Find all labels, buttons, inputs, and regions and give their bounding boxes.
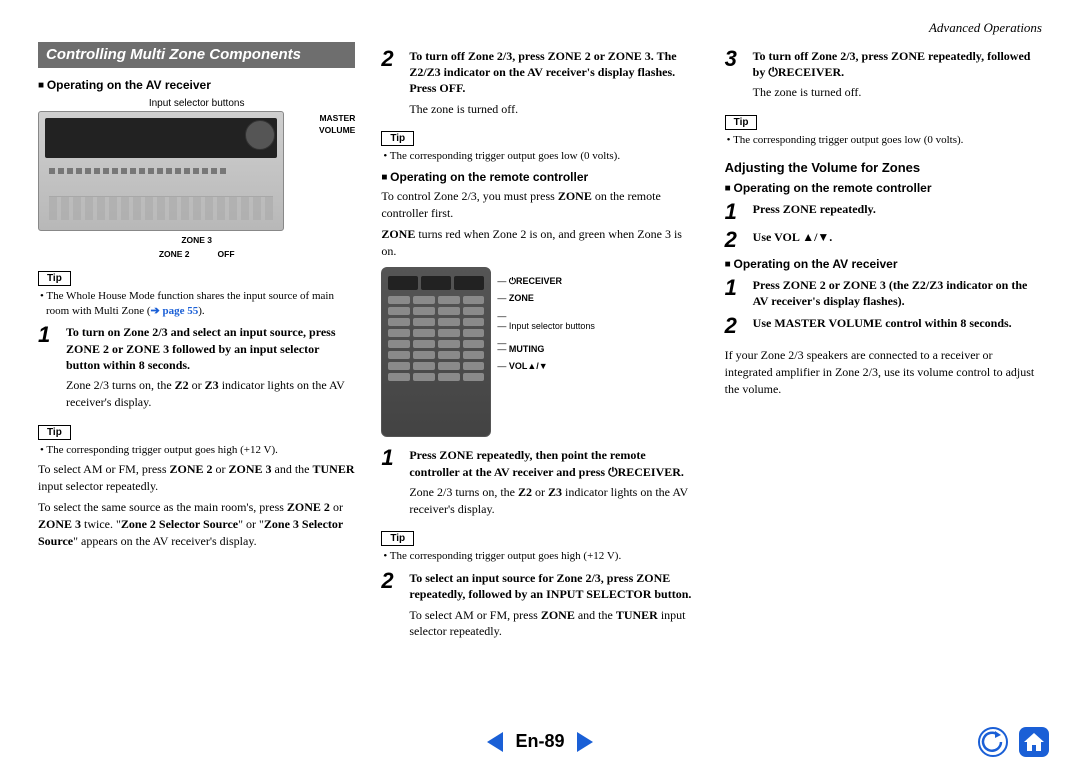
remote-intro-2: ZONE turns red when Zone 2 is on, and gr… (381, 226, 698, 260)
vol-r-step2: 2 Use VOL ▲/▼. (725, 229, 1042, 251)
home-icon[interactable] (1018, 726, 1050, 758)
rstep1-detail: Zone 2/3 turns on, the Z2 or Z3 indicato… (409, 484, 698, 518)
fig-off-label: OFF (218, 249, 235, 261)
tip-badge: Tip (38, 425, 71, 440)
rstep2-lead: To select an input source for Zone 2/3, … (409, 570, 698, 602)
remote-step3: 3 To turn off Zone 2/3, press ZONE repea… (725, 48, 1042, 105)
step1-lead: To turn on Zone 2/3 and select an input … (66, 324, 355, 373)
remote-vol-label: VOL▲/▼ (497, 358, 595, 375)
step2-off: 2 To turn off Zone 2/3, press ZONE 2 or … (381, 48, 698, 121)
tip-badge: Tip (381, 131, 414, 146)
heading-op-av-2: Operating on the AV receiver (725, 257, 1042, 271)
chapter-header: Advanced Operations (38, 20, 1042, 36)
column-1: Controlling Multi Zone Components Operat… (38, 42, 355, 648)
remote-input-label: Input selector buttons (497, 318, 595, 335)
rstep3-detail: The zone is turned off. (753, 84, 1042, 101)
heading-op-remote-2: Operating on the remote controller (725, 181, 1042, 195)
page-footer: En-89 (0, 731, 1080, 752)
tip-trigger-high: The corresponding trigger output goes hi… (38, 443, 355, 458)
column-3: 3 To turn off Zone 2/3, press ZONE repea… (725, 42, 1042, 648)
fig-zone2-label: ZONE 2 (159, 249, 190, 261)
fig-selector-label: Input selector buttons (38, 98, 355, 109)
fig-zone3-label: ZONE 3 (38, 235, 355, 247)
vol-a-step1: 1 Press ZONE 2 or ZONE 3 (the Z2/Z3 indi… (725, 277, 1042, 309)
column-2: 2 To turn off Zone 2/3, press ZONE 2 or … (381, 42, 698, 648)
tip-trigger-low: The corresponding trigger output goes lo… (381, 149, 698, 164)
heading-adjust-volume: Adjusting the Volume for Zones (725, 160, 1042, 175)
remote-muting-label: MUTING (497, 341, 595, 358)
tip-trigger-low-2: The corresponding trigger output goes lo… (725, 133, 1042, 148)
step1-detail: Zone 2/3 turns on, the Z2 or Z3 indicato… (66, 377, 355, 411)
vol-r-step1: 1 Press ZONE repeatedly. (725, 201, 1042, 223)
remote-step1: 1 Press ZONE repeatedly, then point the … (381, 447, 698, 521)
rstep3-lead: To turn off Zone 2/3, press ZONE repeate… (753, 48, 1042, 80)
heading-op-av: Operating on the AV receiver (38, 78, 355, 92)
step-number-1: 1 (725, 277, 743, 309)
step-number-1: 1 (725, 201, 743, 223)
tip-badge: Tip (38, 271, 71, 286)
remote-receiver-label: ⏻RECEIVER (497, 273, 595, 290)
remote-illustration (381, 267, 491, 437)
step-number-2: 2 (725, 315, 743, 337)
step1: 1 To turn on Zone 2/3 and select an inpu… (38, 324, 355, 414)
tip-badge: Tip (381, 531, 414, 546)
page-number: En-89 (515, 731, 564, 752)
rstep2-detail: To select AM or FM, press ZONE and the T… (409, 607, 698, 641)
tip-trigger-high-2: The corresponding trigger output goes hi… (381, 549, 698, 564)
remote-step2: 2 To select an input source for Zone 2/3… (381, 570, 698, 644)
next-page-icon[interactable] (577, 732, 593, 752)
tip-badge: Tip (725, 115, 758, 130)
step-number-3: 3 (725, 48, 743, 105)
step-number-2: 2 (381, 570, 399, 644)
same-source-text: To select the same source as the main ro… (38, 499, 355, 549)
step-number-1: 1 (381, 447, 399, 521)
page-link[interactable]: ➔ page 55 (151, 305, 199, 317)
step2-lead: To turn off Zone 2/3, press ZONE 2 or ZO… (409, 48, 698, 97)
vol-a-step2: 2 Use MASTER VOLUME control within 8 sec… (725, 315, 1042, 337)
figure-receiver: Input selector buttons MASTER VOLUME ZON… (38, 98, 355, 261)
remote-zone-label: ZONE (497, 290, 595, 307)
step2-detail: The zone is turned off. (409, 101, 698, 118)
receiver-illustration (38, 111, 284, 231)
rstep1-lead: Press ZONE repeatedly, then point the re… (409, 447, 698, 479)
zone-speakers-note: If your Zone 2/3 speakers are connected … (725, 347, 1042, 397)
step-number-2: 2 (725, 229, 743, 251)
step-number-2: 2 (381, 48, 399, 121)
back-icon[interactable] (978, 727, 1008, 757)
prev-page-icon[interactable] (487, 732, 503, 752)
section-title: Controlling Multi Zone Components (38, 42, 355, 68)
figure-remote: ⏻RECEIVER ZONE Input selector buttons MU… (381, 267, 698, 437)
amfm-text: To select AM or FM, press ZONE 2 or ZONE… (38, 461, 355, 495)
step-number-1: 1 (38, 324, 56, 414)
tip-whole-house: The Whole House Mode function shares the… (38, 289, 355, 319)
remote-intro-1: To control Zone 2/3, you must press ZONE… (381, 188, 698, 222)
heading-op-remote: Operating on the remote controller (381, 170, 698, 184)
fig-master-label: MASTER VOLUME (288, 111, 356, 137)
